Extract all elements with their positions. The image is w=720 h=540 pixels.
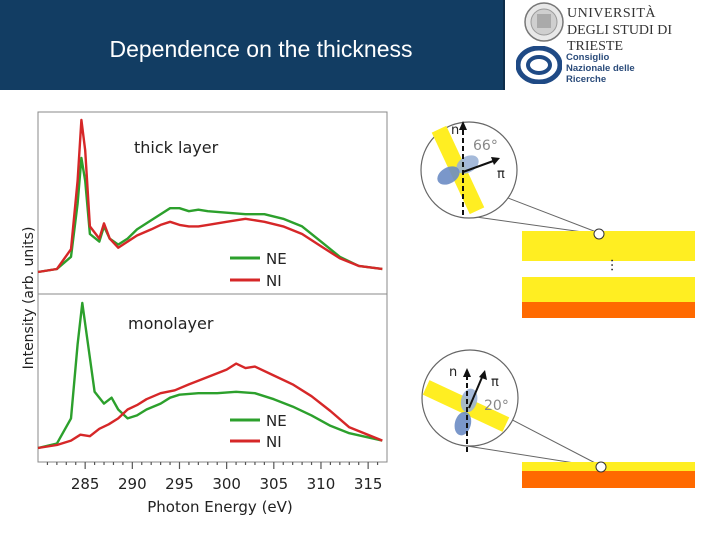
normal-arrow-head-mono (463, 368, 471, 377)
cnr-line-1: Consiglio (566, 52, 610, 63)
pi-label-thick: π (497, 167, 505, 182)
panel-title-mono: monolayer (128, 314, 214, 333)
x-tick-label: 300 (212, 475, 241, 493)
layer-ellipsis: ... (601, 258, 617, 271)
plot-frame-mono (37, 293, 388, 463)
series-line-thick-ni (37, 118, 383, 274)
probe-point-thick (593, 228, 605, 240)
pi-arrow-head-thick (491, 157, 500, 165)
thick-layer-top-slab (522, 231, 695, 261)
pi-label-mono: π (491, 375, 499, 390)
pi-vector-thick (462, 159, 497, 173)
x-tick-label: 285 (71, 475, 100, 493)
legend-label-mono-ne: NE (266, 412, 287, 430)
normal-arrow-head-thick (459, 121, 467, 130)
cnr-line-3: Ricerche (566, 74, 607, 85)
university-name-line2: DEGLI STUDI DI TRIESTE (567, 23, 672, 54)
title-banner (0, 0, 505, 90)
university-seal-logo (524, 2, 564, 42)
monolayer-slab (522, 462, 695, 471)
panel-title-thick: thick layer (134, 138, 219, 157)
legend-label-thick-ne: NE (266, 250, 287, 268)
x-tick-label: 315 (354, 475, 383, 493)
cnr-line-2: Nazionale delle (566, 63, 635, 74)
x-axis-ticks: 285 290 295 300 305 310 315 (46, 462, 383, 493)
series-line-mono-ni (37, 362, 383, 450)
legend-label-mono-ni: NI (266, 433, 282, 451)
series-line-mono-ne (37, 301, 383, 450)
substrate-thick (522, 302, 695, 318)
legend-label-thick-ni: NI (266, 272, 282, 290)
normal-label-thick: n (451, 123, 459, 138)
pi-orbital-thick (437, 155, 479, 185)
pi-arrow-head-mono (479, 370, 487, 380)
x-tick-label: 305 (259, 475, 288, 493)
substrate-mono (522, 471, 695, 488)
thick-layer-bottom-slab (522, 277, 695, 302)
angle-label-mono: 20° (484, 398, 509, 414)
connector-line-thick-lower (461, 214, 598, 235)
page-title: Dependence on the thickness (109, 36, 413, 62)
x-tick-label: 310 (307, 475, 336, 493)
pi-lobe-upper-mono (460, 388, 478, 413)
cnr-logo (516, 46, 562, 84)
university-name-line1: UNIVERSITÀ (567, 6, 656, 21)
x-tick-label: 295 (165, 475, 194, 493)
angle-label-thick: 66° (473, 138, 498, 154)
x-tick-label: 290 (118, 475, 147, 493)
pi-vector-mono (468, 374, 484, 409)
probe-point-mono (595, 461, 607, 473)
x-axis-label: Photon Energy (eV) (147, 498, 293, 516)
y-axis-label: Intensity (arb. units) (21, 227, 37, 370)
normal-label-mono: n (449, 365, 457, 380)
pi-lobe-lower-thick (437, 166, 460, 185)
cnr-name: Consiglio Nazionale delle Ricerche (566, 52, 635, 85)
series-line-thick-ne (37, 156, 383, 274)
